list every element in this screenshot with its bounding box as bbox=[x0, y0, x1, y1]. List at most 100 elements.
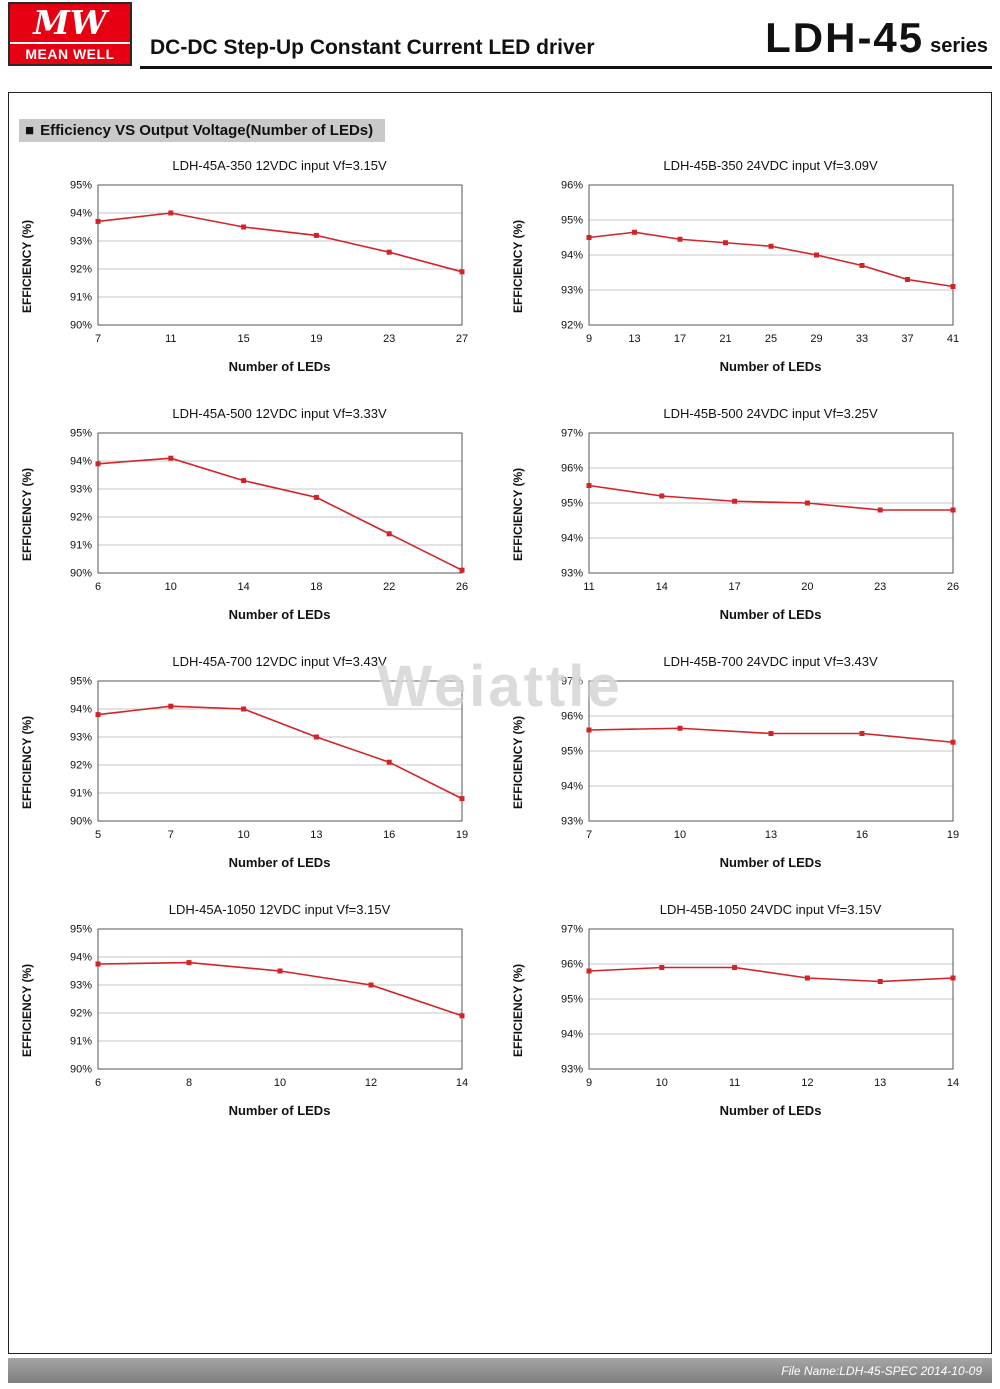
svg-text:92%: 92% bbox=[69, 264, 91, 276]
x-axis-label: Number of LEDs bbox=[719, 359, 822, 374]
svg-text:93%: 93% bbox=[560, 568, 582, 580]
chart-body: EFFICIENCY (%) 90% 91% 92% 93% 94% 95% 6 8 10 12 1… bbox=[20, 921, 490, 1099]
svg-text:11: 11 bbox=[165, 333, 176, 345]
efficiency-chart: LDH-45A-700 12VDC input Vf=3.43V EFFICIE… bbox=[20, 654, 490, 870]
page-subtitle: DC-DC Step-Up Constant Current LED drive… bbox=[150, 36, 595, 59]
file-name-text: File Name:LDH-45-SPEC 2014-10-09 bbox=[781, 1363, 982, 1378]
svg-text:93%: 93% bbox=[69, 484, 91, 496]
svg-text:6: 6 bbox=[94, 581, 100, 593]
content-area: ■ Efficiency VS Output Voltage(Number of … bbox=[8, 92, 992, 1354]
svg-text:94%: 94% bbox=[69, 456, 91, 468]
chart-plot: 93% 94% 95% 96% 97% 7 10 13 16 19 bbox=[560, 676, 958, 842]
svg-text:96%: 96% bbox=[560, 711, 582, 723]
svg-text:21: 21 bbox=[719, 333, 731, 345]
svg-text:11: 11 bbox=[728, 1077, 739, 1089]
x-axis-label: Number of LEDs bbox=[228, 607, 331, 622]
svg-text:10: 10 bbox=[164, 581, 176, 593]
svg-text:7: 7 bbox=[167, 829, 173, 841]
svg-text:95%: 95% bbox=[69, 924, 91, 936]
svg-text:91%: 91% bbox=[69, 292, 91, 304]
y-axis-label: EFFICIENCY (%) bbox=[19, 715, 34, 809]
svg-text:7: 7 bbox=[94, 333, 100, 345]
svg-text:5: 5 bbox=[94, 829, 100, 841]
section-title-text: Efficiency VS Output Voltage(Number of L… bbox=[40, 122, 374, 139]
svg-text:94%: 94% bbox=[69, 952, 91, 964]
charts-grid: LDH-45A-350 12VDC input Vf=3.15V EFFICIE… bbox=[9, 158, 991, 1118]
meanwell-logo-mw: MW bbox=[10, 4, 130, 44]
svg-text:13: 13 bbox=[764, 829, 776, 841]
chart-body: EFFICIENCY (%) 93% 94% 95% 96% 97% 11 14 17 20 23… bbox=[511, 425, 981, 603]
svg-text:95%: 95% bbox=[560, 498, 582, 510]
series-title: LDH-45 series bbox=[765, 14, 988, 62]
svg-text:8: 8 bbox=[185, 1077, 191, 1089]
chart-plot: 93% 94% 95% 96% 97% 11 14 17 20 23 26 bbox=[560, 428, 958, 594]
x-axis-label: Number of LEDs bbox=[719, 1103, 822, 1118]
svg-text:26: 26 bbox=[946, 581, 958, 593]
svg-text:95%: 95% bbox=[69, 676, 91, 688]
svg-text:22: 22 bbox=[383, 581, 395, 593]
svg-text:13: 13 bbox=[874, 1077, 886, 1089]
svg-text:13: 13 bbox=[310, 829, 322, 841]
efficiency-chart: LDH-45A-500 12VDC input Vf=3.33V EFFICIE… bbox=[20, 406, 490, 622]
svg-text:92%: 92% bbox=[69, 512, 91, 524]
svg-text:14: 14 bbox=[237, 581, 249, 593]
svg-text:92%: 92% bbox=[560, 320, 582, 332]
x-axis-label: Number of LEDs bbox=[228, 855, 331, 870]
svg-text:10: 10 bbox=[237, 829, 249, 841]
svg-text:92%: 92% bbox=[69, 1008, 91, 1020]
chart-title: LDH-45B-500 24VDC input Vf=3.25V bbox=[663, 406, 878, 421]
svg-text:96%: 96% bbox=[560, 463, 582, 475]
x-axis-label: Number of LEDs bbox=[228, 359, 331, 374]
svg-text:33: 33 bbox=[855, 333, 867, 345]
efficiency-chart: LDH-45B-1050 24VDC input Vf=3.15V EFFICI… bbox=[511, 902, 981, 1118]
meanwell-logo-brand: MEAN WELL bbox=[25, 46, 115, 62]
chart-title: LDH-45B-700 24VDC input Vf=3.43V bbox=[663, 654, 878, 669]
chart-plot: 90% 91% 92% 93% 94% 95% 6 10 14 18 22 26 bbox=[69, 428, 467, 594]
svg-text:14: 14 bbox=[655, 581, 667, 593]
y-axis-label: EFFICIENCY (%) bbox=[510, 467, 525, 561]
chart-plot: 92% 93% 94% 95% 96% 9 13 17 21 25 29 33 37 41 bbox=[560, 180, 958, 346]
y-axis-label: EFFICIENCY (%) bbox=[19, 963, 34, 1057]
svg-text:10: 10 bbox=[655, 1077, 667, 1089]
svg-text:96%: 96% bbox=[560, 959, 582, 971]
svg-text:94%: 94% bbox=[560, 1029, 582, 1041]
y-axis-label: EFFICIENCY (%) bbox=[510, 715, 525, 809]
y-axis-label: EFFICIENCY (%) bbox=[510, 219, 525, 313]
svg-text:6: 6 bbox=[94, 1077, 100, 1089]
chart-plot: 90% 91% 92% 93% 94% 95% 6 8 10 12 14 bbox=[69, 924, 467, 1090]
chart-body: EFFICIENCY (%) 90% 91% 92% 93% 94% 95% 6 10 14 18… bbox=[20, 425, 490, 603]
chart-title: LDH-45A-350 12VDC input Vf=3.15V bbox=[172, 158, 387, 173]
section-title: ■ Efficiency VS Output Voltage(Number of … bbox=[19, 119, 386, 142]
svg-text:91%: 91% bbox=[69, 540, 91, 552]
svg-text:95%: 95% bbox=[560, 746, 582, 758]
svg-text:97%: 97% bbox=[560, 924, 582, 936]
svg-text:96%: 96% bbox=[560, 180, 582, 192]
efficiency-chart: LDH-45B-700 24VDC input Vf=3.43V EFFICIE… bbox=[511, 654, 981, 870]
svg-text:97%: 97% bbox=[560, 676, 582, 688]
svg-text:27: 27 bbox=[455, 333, 467, 345]
svg-text:19: 19 bbox=[946, 829, 958, 841]
svg-text:25: 25 bbox=[764, 333, 776, 345]
chart-plot: 93% 94% 95% 96% 97% 9 10 11 12 13 14 bbox=[560, 924, 958, 1090]
svg-text:18: 18 bbox=[310, 581, 322, 593]
svg-text:7: 7 bbox=[585, 829, 591, 841]
y-axis-label: EFFICIENCY (%) bbox=[510, 963, 525, 1057]
svg-text:11: 11 bbox=[583, 581, 594, 593]
chart-body: EFFICIENCY (%) 93% 94% 95% 96% 97% 9 10 11 12 13 1… bbox=[511, 921, 981, 1099]
svg-text:93%: 93% bbox=[69, 980, 91, 992]
x-axis-label: Number of LEDs bbox=[228, 1103, 331, 1118]
chart-title: LDH-45A-1050 12VDC input Vf=3.15V bbox=[168, 902, 391, 917]
chart-body: EFFICIENCY (%) 92% 93% 94% 95% 96% 9 13 17 21 25 2… bbox=[511, 177, 981, 355]
svg-text:9: 9 bbox=[585, 1077, 591, 1089]
efficiency-chart: LDH-45B-500 24VDC input Vf=3.25V EFFICIE… bbox=[511, 406, 981, 622]
svg-text:95%: 95% bbox=[560, 994, 582, 1006]
svg-text:10: 10 bbox=[273, 1077, 285, 1089]
svg-text:97%: 97% bbox=[560, 428, 582, 440]
svg-text:14: 14 bbox=[455, 1077, 467, 1089]
svg-text:23: 23 bbox=[383, 333, 395, 345]
svg-text:90%: 90% bbox=[69, 320, 91, 332]
svg-text:9: 9 bbox=[585, 333, 591, 345]
svg-text:26: 26 bbox=[455, 581, 467, 593]
svg-text:93%: 93% bbox=[69, 732, 91, 744]
